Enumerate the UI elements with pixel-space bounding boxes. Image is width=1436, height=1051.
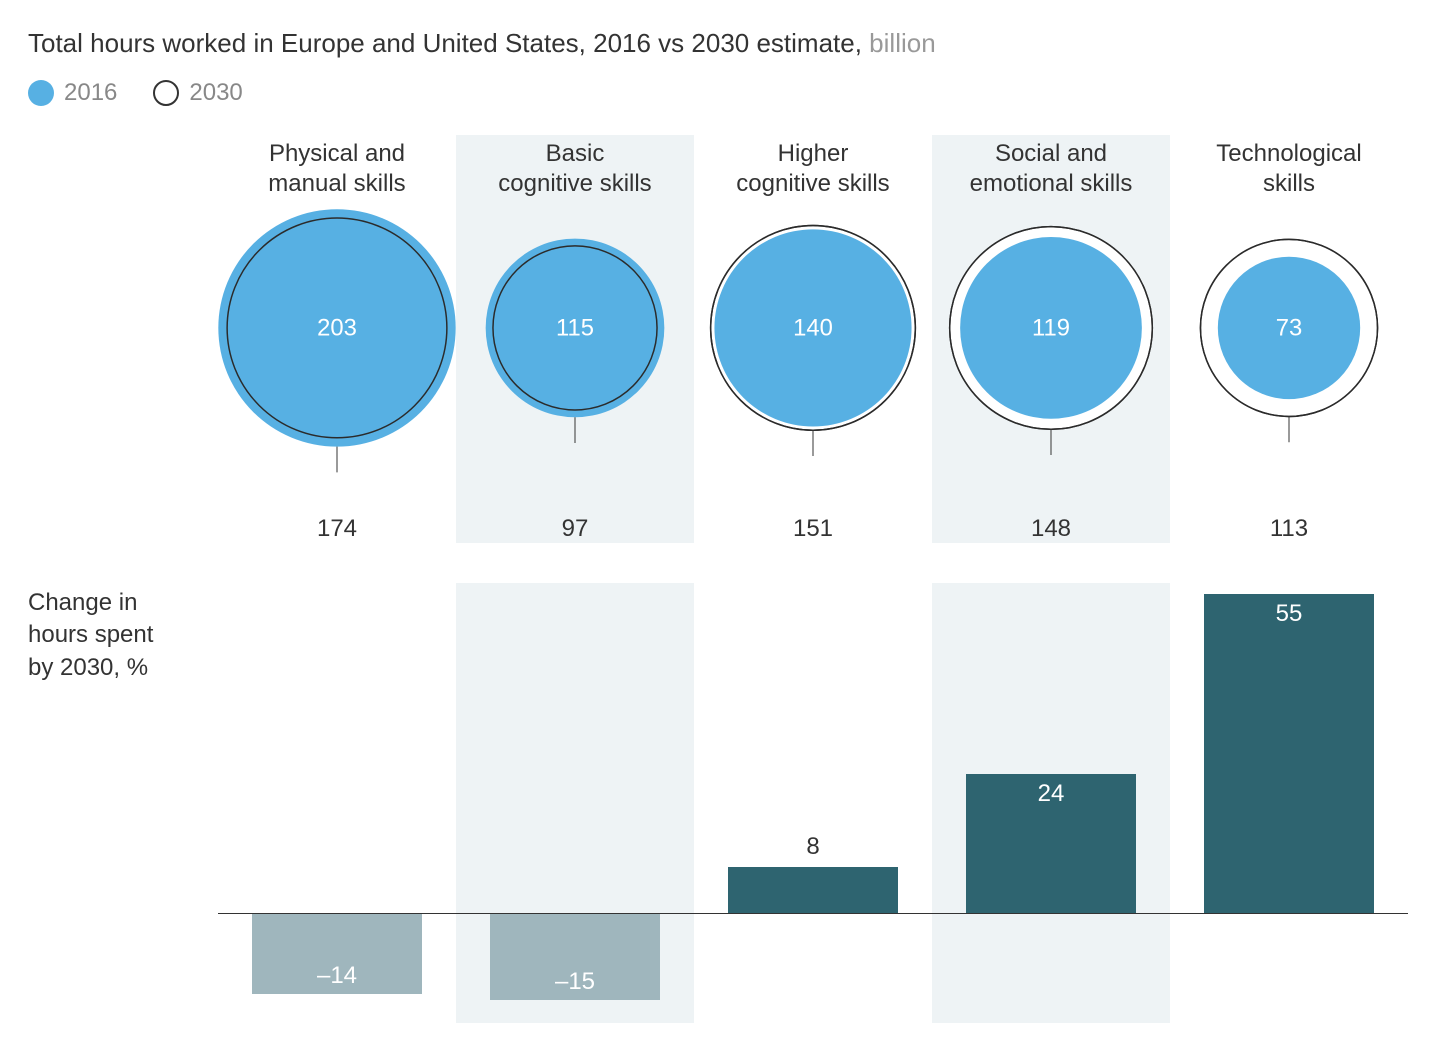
bubble-value-2016: 140	[793, 314, 833, 341]
bubble-chart: Physical and manual skills 203 174 Basic co…	[28, 135, 1408, 543]
bubble-value-2016: 119	[1032, 314, 1070, 341]
bubble-column: Technological skills 73 113	[1170, 135, 1408, 543]
bubble-column: Basic cognitive skills 115 97	[456, 135, 694, 543]
legend-item-2016: 2016	[28, 79, 117, 107]
bar-column: 55	[1170, 583, 1408, 1023]
bubble-zone: 140	[694, 199, 932, 509]
legend-label-2030: 2030	[189, 79, 242, 107]
bubble-column: Physical and manual skills 203 174	[218, 135, 456, 543]
bubble-zone: 73	[1170, 199, 1408, 509]
bar-side-label: Change in hours spent by 2030, %	[28, 583, 218, 1023]
bar-columns: –14–15 824 55	[218, 583, 1408, 1023]
bubble-column: Higher cognitive skills 140 151	[694, 135, 932, 543]
column-title: Physical and manual skills	[262, 135, 411, 199]
legend-item-2030: 2030	[153, 79, 242, 107]
bar-column: 24	[932, 583, 1170, 1023]
bar-value-label: 55	[1170, 600, 1408, 628]
bubble-zone: 203	[218, 199, 456, 509]
bar-value-label: –15	[456, 968, 694, 996]
legend-swatch-2030	[153, 80, 179, 106]
bar-column: –14	[218, 583, 456, 1023]
legend: 2016 2030	[28, 79, 1408, 107]
bubble-value-2016: 203	[317, 314, 357, 341]
value-2030: 148	[1031, 515, 1071, 543]
legend-swatch-2016	[28, 80, 54, 106]
bar-value-label: 8	[694, 833, 932, 861]
chart-title: Total hours worked in Europe and United …	[28, 28, 1408, 59]
bubble-value-2016: 115	[556, 314, 594, 341]
value-2030: 174	[317, 515, 357, 543]
side-label-spacer	[28, 135, 218, 543]
bubble-zone: 115	[456, 199, 694, 509]
bar-chart: Change in hours spent by 2030, % –14–15 8…	[28, 583, 1408, 1023]
bubble-columns: Physical and manual skills 203 174 Basic co…	[218, 135, 1408, 543]
column-title: Technological skills	[1210, 135, 1367, 199]
bar	[728, 867, 898, 913]
bar-value-label: 24	[932, 780, 1170, 808]
bar-value-label: –14	[218, 962, 456, 990]
chart-title-main: Total hours worked in Europe and United …	[28, 28, 862, 58]
bar-baseline	[218, 913, 1408, 914]
bar	[1204, 594, 1374, 913]
legend-label-2016: 2016	[64, 79, 117, 107]
column-title: Social and emotional skills	[964, 135, 1139, 199]
bubble-column: Social and emotional skills 119 148	[932, 135, 1170, 543]
column-title: Basic cognitive skills	[492, 135, 657, 199]
bar-column: –15	[456, 583, 694, 1023]
column-title: Higher cognitive skills	[730, 135, 895, 199]
value-2030: 97	[562, 515, 589, 543]
bubble-zone: 119	[932, 199, 1170, 509]
bubble-value-2016: 73	[1276, 314, 1302, 341]
chart-title-unit: billion	[862, 28, 936, 58]
value-2030: 151	[793, 515, 833, 543]
bar-column: 8	[694, 583, 932, 1023]
value-2030: 113	[1270, 515, 1308, 543]
